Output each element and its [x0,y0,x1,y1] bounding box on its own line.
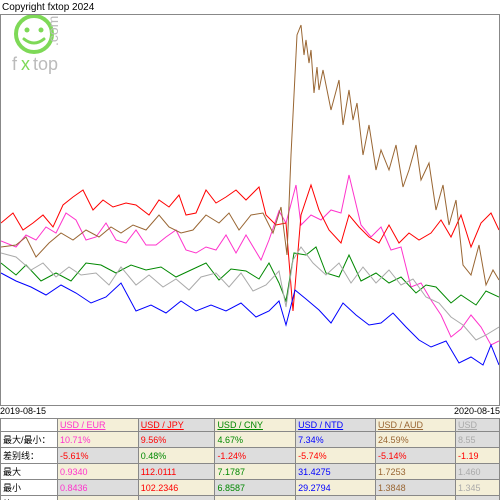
x-axis-end-label: 2020-08-15 [454,406,500,416]
table-cell: 1.3848 [376,480,456,496]
row-label: 第一 [1,496,58,500]
table-cell: 24.59% [376,432,456,448]
table-cell: 0.9340 [58,464,139,480]
col-header[interactable]: USD / NTD [296,419,376,432]
table-cell: 9.56% [138,432,215,448]
table-cell: 0.8436 [58,480,139,496]
chart-area [0,14,500,406]
table-cell: 4.67% [215,432,296,448]
series-usdjpy [1,185,499,311]
table-cell: 102.2346 [138,480,215,496]
data-table: USD / EURUSD / JPYUSD / CNYUSD / NTDUSD … [0,418,500,500]
table-cell: 31.4275 [296,464,376,480]
table-cell: 29.2794 [296,480,376,496]
row-label: 最大/最小： [1,432,58,448]
table-cell: 7.0370 [215,496,296,500]
series-usdaud [1,25,499,285]
table-cell: 7.34% [296,432,376,448]
table-cell: 1.460 [455,464,499,480]
row-label: 差别线： [1,448,58,464]
table-cell: 1.4746 [376,496,456,500]
chart-container: Copyright fxtop 2024 .com f x top 2019-0… [0,0,500,500]
table-corner [1,419,58,432]
table-cell: 0.8969 [58,496,139,500]
table-cell: -1.19 [455,448,499,464]
table-cell: 7.1787 [215,464,296,480]
table-cell: 31.2372 [296,496,376,500]
table-cell: 112.0111 [138,464,215,480]
col-header[interactable]: USD / EUR [58,419,139,432]
x-axis-start-label: 2019-08-15 [0,406,46,416]
table-cell: 10.71% [58,432,139,448]
row-label: 最小 [1,480,58,496]
col-header[interactable]: USD [455,419,499,432]
series-usdeur [1,175,499,345]
series-usdchf [1,247,499,340]
col-header[interactable]: USD / CNY [215,419,296,432]
col-header[interactable]: USD / AUD [376,419,456,432]
table-cell: 1.7253 [376,464,456,480]
row-label: 最大 [1,464,58,480]
line-chart [1,15,499,405]
table-cell: -5.61% [58,448,139,464]
table-cell: 6.8587 [215,480,296,496]
table-cell: 106.1614 [138,496,215,500]
table-cell: 1.345 [455,480,499,496]
table-cell: 1.385 [455,496,499,500]
col-header[interactable]: USD / JPY [138,419,215,432]
table-cell: -5.14% [376,448,456,464]
table-cell: 8.55 [455,432,499,448]
table-cell: -1.24% [215,448,296,464]
data-table-wrap: USD / EURUSD / JPYUSD / CNYUSD / NTDUSD … [0,418,500,500]
table-cell: 0.48% [138,448,215,464]
table-cell: -5.74% [296,448,376,464]
series-usdcny [1,247,499,305]
